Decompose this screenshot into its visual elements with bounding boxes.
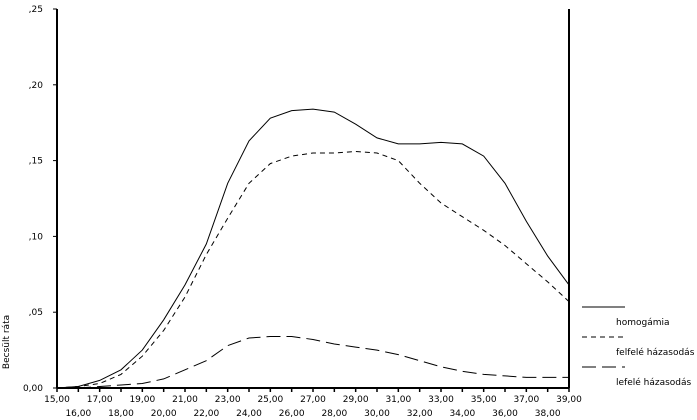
x-tick-label: 23,00: [215, 395, 241, 405]
series-line-2: [57, 336, 569, 389]
x-tick-label: 29,00: [343, 395, 369, 405]
x-tick-label: 16,00: [65, 409, 91, 419]
y-tick-label: ,10: [29, 232, 44, 242]
x-tick-label: 22,00: [193, 409, 219, 419]
x-tick-label: 20,00: [151, 409, 177, 419]
x-tick-label: 31,00: [385, 395, 411, 405]
x-tick-label: 17,00: [87, 395, 113, 405]
y-tick-label: ,05: [29, 308, 43, 318]
x-tick-label: 19,00: [129, 395, 155, 405]
x-tick-label: 39,00: [556, 395, 582, 405]
x-tick-label: 33,00: [428, 395, 454, 405]
x-tick-label: 36,00: [492, 409, 518, 419]
x-tick-label: 28,00: [321, 409, 347, 419]
y-tick-label: ,20: [29, 81, 44, 91]
x-tick-label: 27,00: [300, 395, 326, 405]
y-tick-label: ,15: [29, 157, 43, 167]
y-tick-label: ,25: [29, 5, 43, 15]
legend-label-0: homogámia: [616, 318, 670, 328]
y-tick-label: 0,00: [23, 384, 43, 394]
x-tick-label: 15,00: [44, 395, 70, 405]
legend-label-2: lefelé házasodás: [616, 377, 692, 388]
x-tick-label: 24,00: [236, 409, 262, 419]
x-tick-label: 32,00: [407, 409, 433, 419]
series-line-0: [56, 108, 570, 389]
x-tick-label: 37,00: [513, 395, 539, 405]
x-tick-label: 30,00: [364, 409, 390, 419]
x-tick-label: 18,00: [108, 409, 134, 419]
x-tick-label: 25,00: [257, 395, 283, 405]
x-tick-label: 35,00: [471, 395, 497, 405]
x-tick-label: 26,00: [279, 409, 305, 419]
x-tick-label: 34,00: [449, 409, 475, 419]
series-line-1: [56, 150, 570, 389]
x-tick-label: 21,00: [172, 395, 198, 405]
y-axis-label: Becsült ráta: [2, 315, 12, 369]
x-tick-label: 38,00: [535, 409, 561, 419]
legend-label-1: felfelé házasodás: [616, 347, 695, 358]
